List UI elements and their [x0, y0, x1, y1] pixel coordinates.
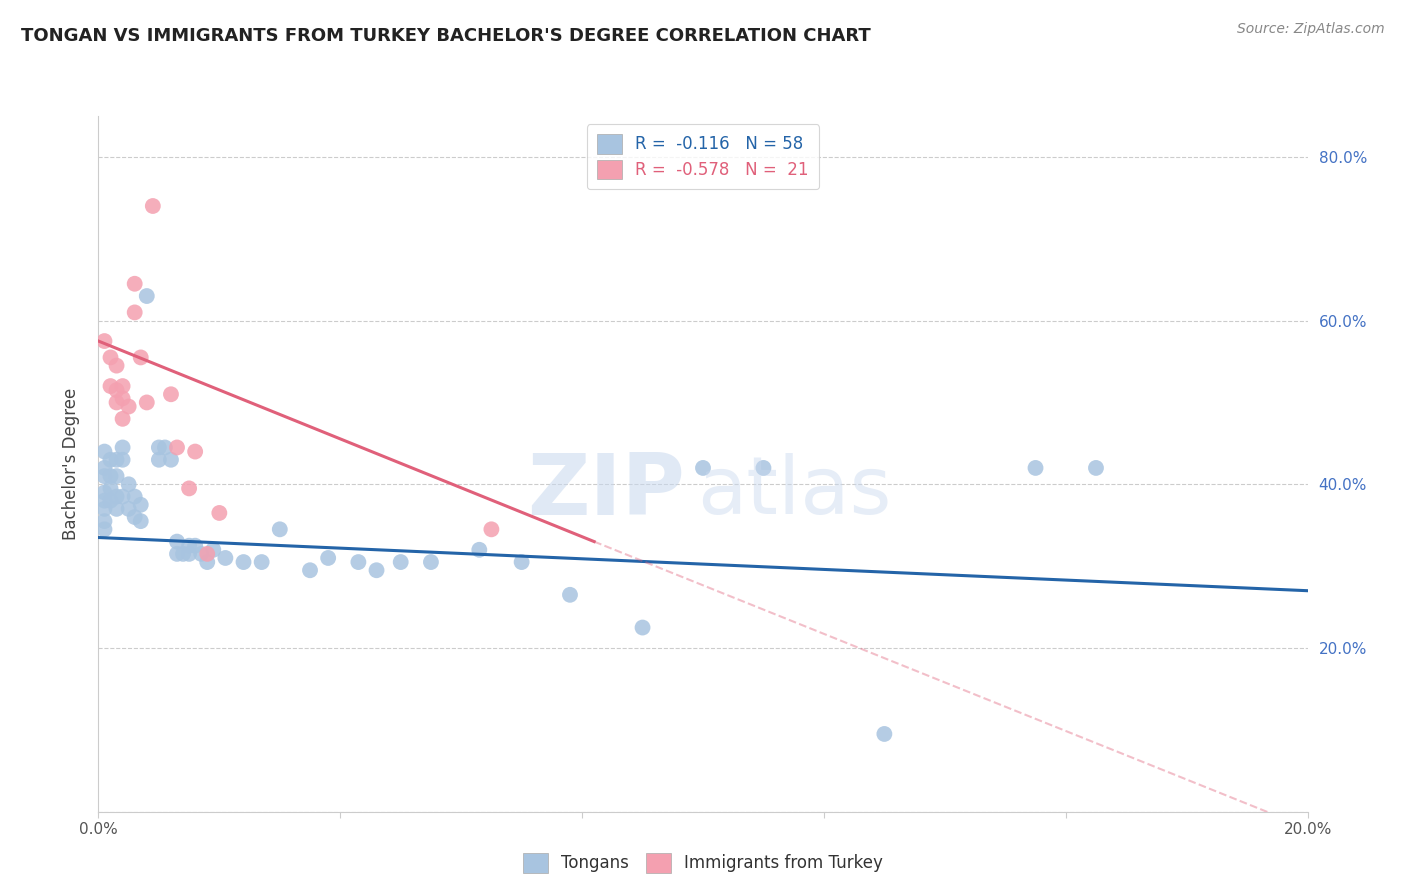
Text: ZIP: ZIP	[527, 450, 685, 533]
Point	[93, 514, 115, 528]
Point	[420, 555, 443, 569]
Point	[481, 522, 503, 536]
Point	[160, 387, 183, 401]
Point	[105, 490, 128, 504]
Point	[208, 506, 231, 520]
Point	[100, 452, 122, 467]
Point	[129, 514, 152, 528]
Point	[124, 305, 146, 319]
Text: Source: ZipAtlas.com: Source: ZipAtlas.com	[1237, 22, 1385, 37]
Point	[148, 441, 170, 455]
Point	[129, 351, 152, 365]
Point	[692, 461, 714, 475]
Point	[1024, 461, 1046, 475]
Legend: R =  -0.116   N = 58, R =  -0.578   N =  21: R = -0.116 N = 58, R = -0.578 N = 21	[588, 124, 818, 189]
Point	[111, 452, 134, 467]
Point	[148, 452, 170, 467]
Point	[184, 539, 207, 553]
Point	[468, 542, 491, 557]
Point	[179, 539, 201, 553]
Point	[1085, 461, 1108, 475]
Point	[232, 555, 254, 569]
Point	[184, 444, 207, 458]
Point	[366, 563, 388, 577]
Point	[93, 485, 115, 500]
Point	[118, 501, 141, 516]
Point	[129, 498, 152, 512]
Point	[124, 277, 146, 291]
Point	[269, 522, 291, 536]
Point	[105, 359, 128, 373]
Point	[124, 510, 146, 524]
Point	[93, 522, 115, 536]
Legend: Tongans, Immigrants from Turkey: Tongans, Immigrants from Turkey	[516, 847, 890, 880]
Point	[105, 395, 128, 409]
Point	[100, 379, 122, 393]
Point	[93, 334, 115, 348]
Point	[100, 351, 122, 365]
Point	[111, 441, 134, 455]
Point	[214, 551, 236, 566]
Point	[873, 727, 896, 741]
Point	[752, 461, 775, 475]
Text: atlas: atlas	[697, 452, 891, 531]
Text: TONGAN VS IMMIGRANTS FROM TURKEY BACHELOR'S DEGREE CORRELATION CHART: TONGAN VS IMMIGRANTS FROM TURKEY BACHELO…	[21, 27, 870, 45]
Point	[172, 547, 194, 561]
Point	[100, 469, 122, 483]
Point	[93, 501, 115, 516]
Point	[190, 547, 212, 561]
Point	[153, 441, 176, 455]
Point	[135, 395, 157, 409]
Point	[195, 547, 218, 561]
Point	[124, 490, 146, 504]
Point	[118, 400, 141, 414]
Point	[118, 477, 141, 491]
Point	[160, 452, 183, 467]
Point	[202, 542, 225, 557]
Point	[105, 501, 128, 516]
Point	[166, 534, 188, 549]
Point	[142, 199, 165, 213]
Point	[166, 547, 188, 561]
Point	[347, 555, 370, 569]
Point	[93, 461, 115, 475]
Point	[105, 452, 128, 467]
Point	[100, 482, 122, 496]
Point	[105, 383, 128, 397]
Point	[510, 555, 533, 569]
Point	[558, 588, 581, 602]
Point	[250, 555, 273, 569]
Point	[316, 551, 339, 566]
Point	[166, 441, 188, 455]
Point	[179, 482, 201, 496]
Point	[105, 469, 128, 483]
Point	[179, 547, 201, 561]
Y-axis label: Bachelor's Degree: Bachelor's Degree	[62, 388, 80, 540]
Point	[135, 289, 157, 303]
Point	[195, 555, 218, 569]
Point	[111, 379, 134, 393]
Point	[93, 493, 115, 508]
Point	[299, 563, 322, 577]
Point	[389, 555, 412, 569]
Point	[93, 469, 115, 483]
Point	[111, 490, 134, 504]
Point	[93, 444, 115, 458]
Point	[111, 412, 134, 426]
Point	[631, 621, 654, 635]
Point	[111, 392, 134, 406]
Point	[100, 493, 122, 508]
